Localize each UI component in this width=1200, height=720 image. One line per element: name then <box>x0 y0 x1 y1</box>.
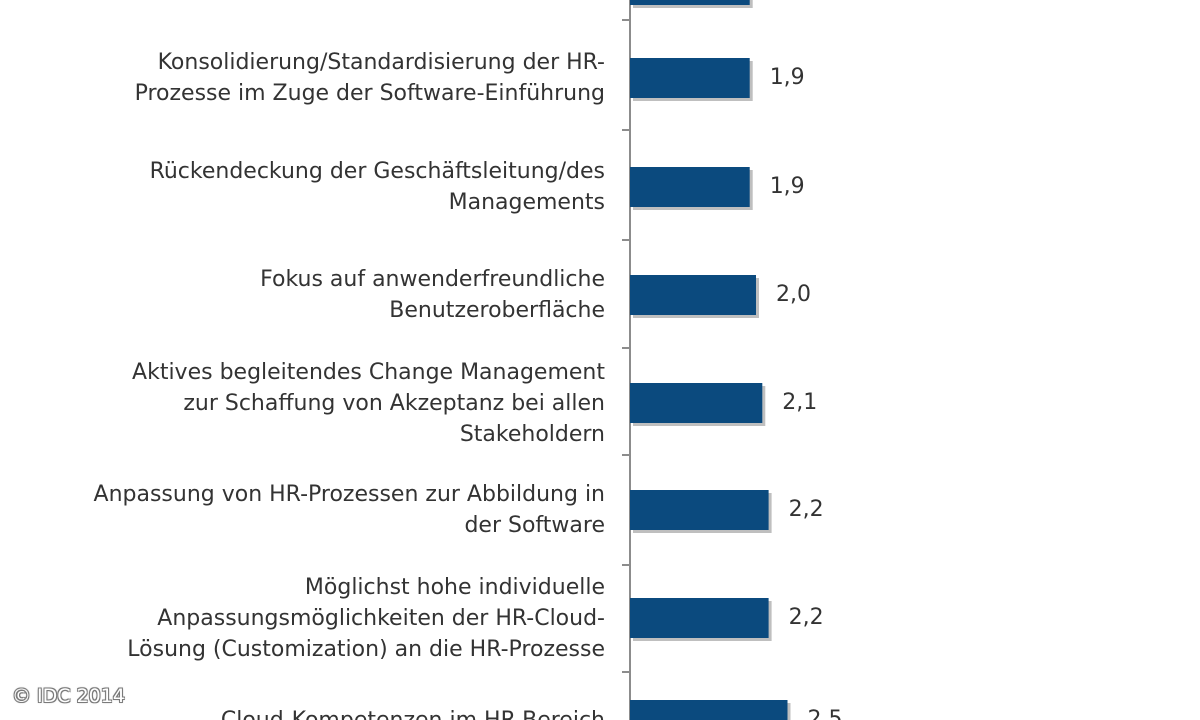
bar <box>630 700 788 720</box>
category-label-line: Managements <box>448 190 605 215</box>
value-label: 1,9 <box>769 174 805 199</box>
category-label: Anpassung von HR-Prozessen zur Abbildung… <box>15 479 605 541</box>
value-label: 2,5 <box>807 707 843 720</box>
category-label-line: Konsolidierung/Standardisierung der HR- <box>157 50 605 75</box>
category-label: Aktives begleitendes Change Management zu… <box>15 357 605 450</box>
value-label: 2,2 <box>788 497 824 522</box>
category-label-line: Cloud-Kompetenzen im HR-Bereich <box>220 707 605 720</box>
category-label-line: Stakeholdern <box>459 421 605 447</box>
value-label: 2,0 <box>776 282 811 307</box>
bar <box>630 0 750 5</box>
copyright-notice: © IDC 2014 <box>12 685 125 707</box>
category-label-line: Anpassung von HR-Prozessen zur Abbildung… <box>93 482 605 507</box>
bar <box>630 383 763 423</box>
category-label: Konsolidierung/Standardisierung der HR- P… <box>15 47 605 109</box>
category-label-line: Möglichst hohe individuelle <box>304 574 605 600</box>
category-label: Cloud-Kompetenzen im HR-Bereich <box>15 705 605 720</box>
category-label-line: der Software <box>464 513 605 538</box>
category-label-line: Aktives begleitendes Change Management <box>132 359 605 385</box>
bar <box>630 598 769 638</box>
value-label: 2,1 <box>782 390 818 415</box>
category-label: Möglichst hohe individuelle Anpassungsmög… <box>15 572 605 665</box>
bar <box>630 275 756 315</box>
bar <box>630 490 769 530</box>
category-label-line: Fokus auf anwenderfreundliche <box>260 267 605 292</box>
category-label-line: zur Schaffung von Akzeptanz bei allen <box>183 390 605 416</box>
category-label: Rückendeckung der Geschäftsleitung/des Ma… <box>15 156 605 218</box>
value-label: 2,2 <box>788 605 824 630</box>
category-label: Fokus auf anwenderfreundliche Benutzerobe… <box>15 264 605 326</box>
category-label-line: Prozesse im Zuge der Software-Einführung <box>134 81 605 106</box>
category-label-line: Rückendeckung der Geschäftsleitung/des <box>149 159 605 184</box>
bar <box>630 58 750 98</box>
value-label: 1,9 <box>769 65 805 90</box>
bar <box>630 167 750 207</box>
category-label-line: Anpassungsmöglichkeiten der HR-Cloud- <box>157 605 605 631</box>
category-label-line: Benutzeroberfläche <box>389 298 605 323</box>
category-label-line: Lösung (Customization) an die HR-Prozess… <box>127 636 605 662</box>
